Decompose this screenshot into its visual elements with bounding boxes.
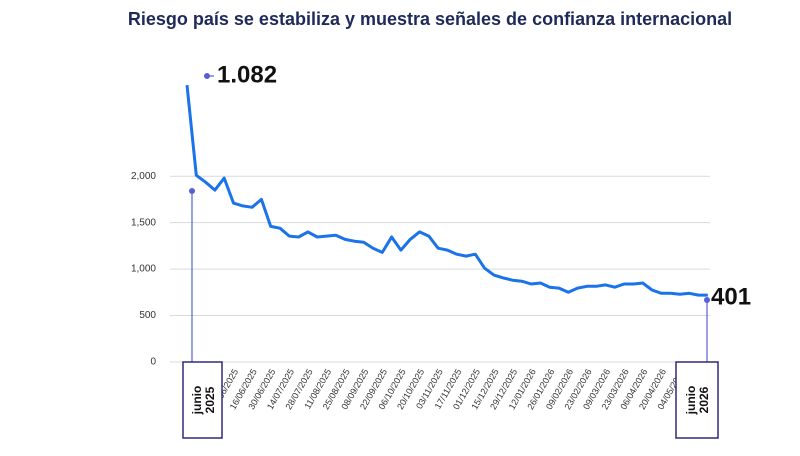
annotation: 1.082	[217, 61, 277, 88]
period-box	[675, 361, 719, 439]
period-box	[182, 361, 223, 439]
y-tick-label: 2,000	[131, 171, 156, 182]
chart-title: Riesgo país se estabiliza y muestra seña…	[128, 9, 732, 29]
period-month: junio	[684, 386, 698, 416]
guide-dot	[204, 73, 210, 79]
guide-dot	[704, 297, 710, 303]
annotation: 401	[711, 283, 751, 310]
period-year: 2026	[697, 386, 711, 413]
y-tick-label: 1,500	[131, 217, 156, 228]
period-month: junio	[190, 386, 204, 416]
period-year: 2025	[203, 386, 217, 413]
y-tick-label: 1,000	[131, 264, 156, 275]
guide-dot	[189, 188, 195, 194]
y-tick-label: 500	[139, 310, 156, 321]
y-tick-label: 0	[150, 357, 156, 368]
data-line	[185, 84, 708, 297]
